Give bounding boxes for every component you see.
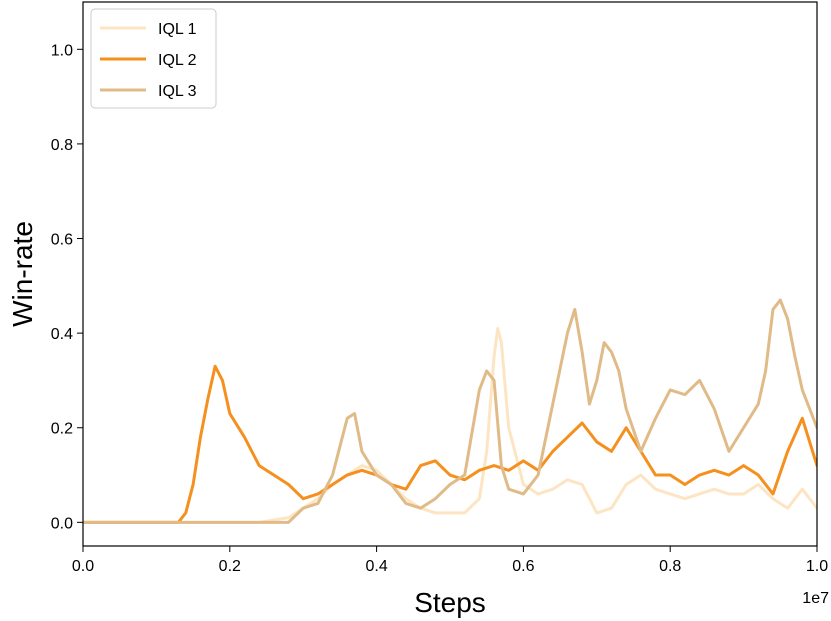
x-tick-label: 0.8 [659, 558, 681, 575]
x-axis: 0.0 0.2 0.4 0.6 0.8 1.0 [72, 546, 828, 575]
y-axis-title: Win-rate [7, 221, 38, 327]
x-tick-label: 0.0 [72, 558, 94, 575]
legend-entry-label: IQL 3 [158, 83, 197, 100]
plot-frame [82, 1, 818, 547]
y-tick-label: 0.0 [51, 515, 73, 532]
legend-entry-label: IQL 2 [158, 52, 197, 69]
legend: IQL 1 IQL 2 IQL 3 [90, 8, 217, 109]
x-tick-label: 0.4 [365, 558, 387, 575]
y-axis: 0.0 0.2 0.4 0.6 0.8 1.0 [51, 42, 83, 532]
legend-entry-label: IQL 1 [158, 21, 197, 38]
series-layer [83, 298, 817, 524]
x-axis-offset-label: 1e7 [802, 590, 829, 607]
y-tick-label: 0.4 [51, 326, 73, 343]
x-tick-label: 1.0 [806, 558, 828, 575]
series-line-3 [83, 298, 817, 524]
series-line-2 [83, 364, 817, 524]
x-tick-label: 0.6 [512, 558, 534, 575]
x-axis-title: Steps [414, 587, 486, 618]
legend-box [90, 8, 217, 109]
y-tick-label: 0.2 [51, 421, 73, 438]
y-tick-label: 0.6 [51, 232, 73, 249]
y-tick-label: 0.8 [51, 137, 73, 154]
y-tick-label: 1.0 [51, 42, 73, 59]
x-tick-label: 0.2 [219, 558, 241, 575]
